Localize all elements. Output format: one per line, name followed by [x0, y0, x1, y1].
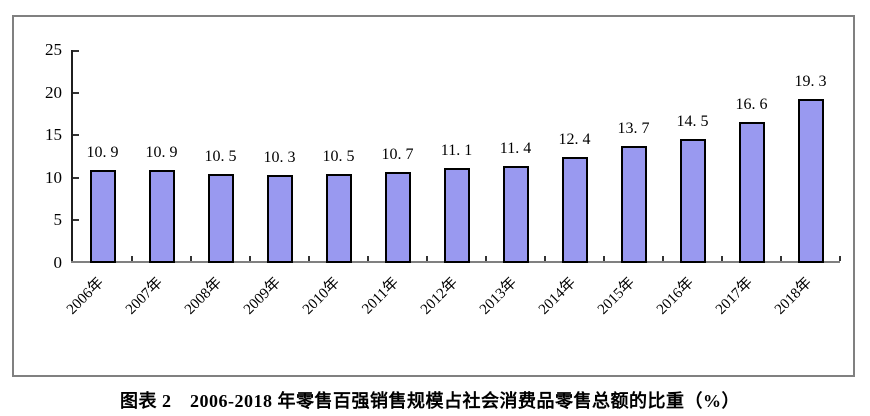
- chart-caption: 图表 2 2006-2018 年零售百强销售规模占社会消费品零售总额的比重（%）: [120, 391, 740, 411]
- chart-frame: [12, 15, 855, 377]
